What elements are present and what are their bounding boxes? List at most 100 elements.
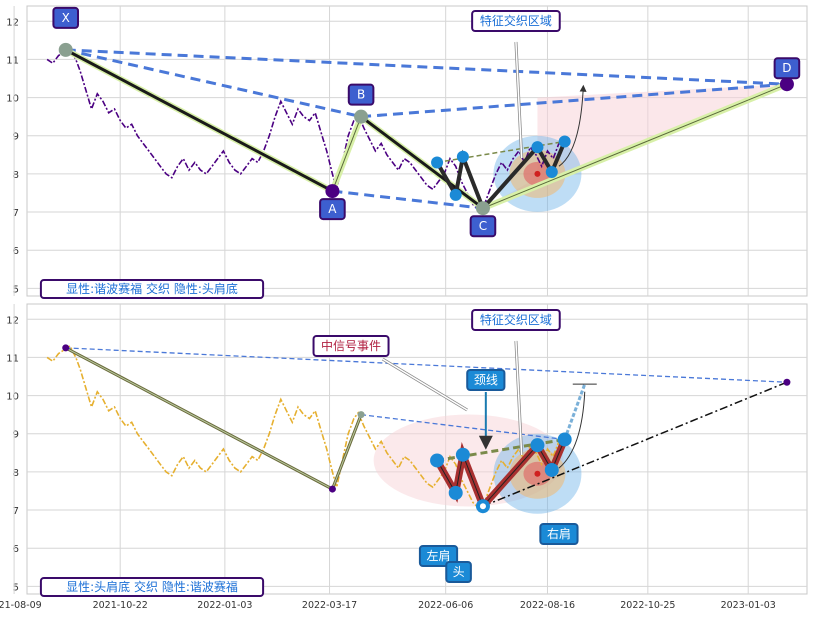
label-b-text: B: [357, 88, 365, 102]
annotation-bottom-box: [471, 309, 561, 331]
point-c: [475, 201, 490, 216]
hs-node: [530, 438, 545, 453]
label-right-shoulder-box: [539, 523, 579, 545]
label-head-box: [445, 561, 472, 583]
label-c: C: [469, 215, 497, 238]
hs-projection: [563, 383, 587, 440]
point-x: [58, 42, 73, 57]
y-tick-label: 8: [13, 170, 19, 181]
x-tick-label: 2022-08-16: [520, 600, 575, 611]
y-tick-label: 6: [13, 246, 19, 257]
footer-bottom-text: 显性:头肩底 交织 隐性:谐波赛福: [66, 579, 238, 594]
harmonic-point: [328, 485, 336, 493]
x-tick-label: 2021-08-09: [0, 600, 42, 611]
label-left-shoulder-box: [418, 545, 459, 567]
label-b: B: [347, 83, 375, 106]
point-b: [354, 109, 369, 124]
footer-bottom: 显性:头肩底 交织 隐性:谐波赛福: [39, 577, 265, 597]
xabcd-leg: [65, 48, 334, 193]
hs-node: [558, 135, 571, 148]
label-c-box: [469, 215, 497, 238]
hs-node: [430, 453, 445, 468]
x-tick-label: 2023-01-03: [721, 600, 776, 611]
label-neckline: 颈线: [466, 369, 506, 391]
footer-bottom-box: [39, 577, 265, 597]
y-tick-label: 12: [6, 315, 19, 326]
signal-arrow-inner: [382, 358, 468, 411]
projection-arrow-top: [558, 84, 587, 167]
hs-node: [448, 485, 463, 500]
footer-top-text: 显性:谐波赛福 交织 隐性:头肩底: [66, 281, 238, 296]
price-line: [46, 344, 560, 510]
y-tick-label: 9: [13, 132, 19, 143]
interweave-center: [534, 170, 541, 177]
xabcd-dashed-leg: [65, 48, 362, 119]
xabcd-dashed-leg: [332, 189, 484, 210]
label-head-text: 头: [453, 565, 465, 579]
harmonic-dashed: [65, 347, 787, 383]
label-b-box: [347, 83, 375, 106]
x-tick-label: 2022-06-06: [418, 600, 473, 611]
harmonic-point: [62, 344, 70, 352]
panel-frame-1: [26, 5, 808, 297]
label-a-box: [319, 198, 346, 221]
xabcd-leg-thin: [482, 83, 788, 209]
harmonic-cd-line: [482, 381, 788, 507]
label-x-box: [52, 6, 80, 29]
hs-node: [531, 141, 544, 154]
y-tick-label: 11: [6, 55, 19, 66]
label-a-text: A: [328, 202, 337, 216]
footer-top: 显性:谐波赛福 交织 隐性:头肩底: [39, 279, 265, 299]
label-right-shoulder: 右肩: [539, 523, 579, 545]
annotation-top-box: [471, 10, 561, 32]
label-x-text: X: [62, 11, 70, 25]
y-tick-label: 9: [13, 430, 19, 441]
annotation-bottom-text: 特征交织区域: [480, 312, 552, 327]
y-tick-label: 12: [6, 17, 19, 28]
x-tick-label: 2022-10-25: [620, 600, 675, 611]
label-left-shoulder: 左肩: [418, 545, 459, 567]
hs-node: [544, 462, 559, 477]
point-d: [779, 77, 794, 92]
label-neckline-text: 颈线: [474, 373, 498, 387]
y-tick-label: 7: [13, 506, 19, 517]
label-d-text: D: [782, 61, 791, 75]
hs-node: [449, 188, 462, 201]
hs-node: [545, 165, 558, 178]
xabcd-dashed-leg: [65, 48, 787, 86]
y-tick-label: 5: [13, 582, 19, 593]
hs-node: [557, 432, 572, 447]
hs-node: [456, 150, 469, 163]
harmonic-dashed: [361, 414, 565, 441]
hs-neckline: [436, 140, 565, 164]
annotation-top: 特征交织区域: [471, 10, 561, 32]
y-tick-label: 11: [6, 353, 19, 364]
y-tick-label: 10: [6, 392, 19, 403]
label-d: D: [773, 57, 801, 80]
signal-label-text: 中信号事件: [321, 338, 381, 353]
annotation-arrow-top-inner: [515, 41, 523, 159]
xabcd-leg: [360, 115, 484, 210]
x-tick-label: 2021-10-22: [93, 600, 148, 611]
label-c-text: C: [479, 219, 487, 233]
y-tick-label: 8: [13, 468, 19, 479]
hs-node: [455, 447, 470, 462]
annotation-bottom: 特征交织区域: [471, 309, 561, 331]
y-tick-label: 6: [13, 544, 19, 555]
label-head: 头: [445, 561, 472, 583]
interweave-center: [534, 470, 541, 477]
projection-arrow-bottom: [558, 391, 586, 469]
label-right-shoulder-text: 右肩: [547, 526, 571, 541]
y-tick-label: 10: [6, 94, 19, 105]
label-x: X: [52, 6, 80, 29]
x-tick-label: 2022-01-03: [197, 600, 252, 611]
label-neckline-box: [466, 369, 506, 391]
label-d-box: [773, 57, 801, 80]
y-tick-label: 5: [13, 284, 19, 295]
point-a: [325, 184, 340, 199]
xabcd-dashed-leg: [360, 82, 788, 119]
signal-label: 中信号事件: [312, 335, 390, 357]
label-a: A: [319, 198, 346, 221]
